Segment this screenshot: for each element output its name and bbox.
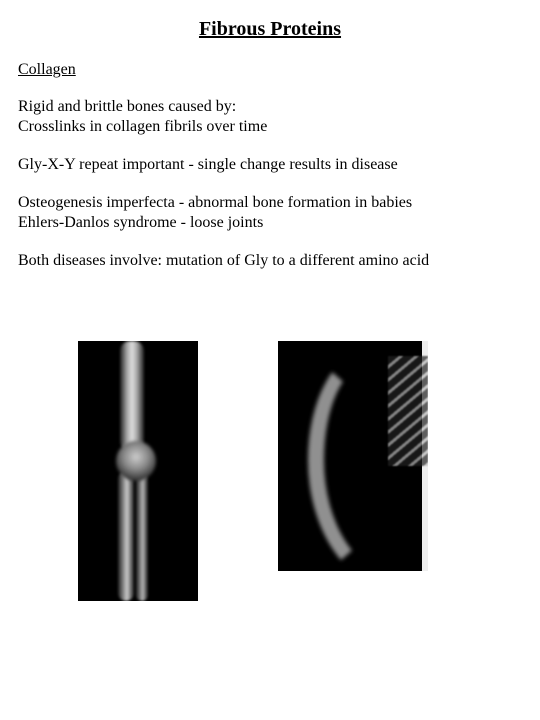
section-subtitle: Collagen <box>18 61 522 79</box>
text-line: Ehlers-Danlos syndrome - loose joints <box>18 214 263 231</box>
paragraph-causes: Rigid and brittle bones caused by: Cross… <box>18 97 522 137</box>
page-title: Fibrous Proteins <box>18 18 522 41</box>
xray-images-row <box>18 341 522 601</box>
paragraph-diseases: Osteogenesis imperfecta - abnormal bone … <box>18 193 522 233</box>
image-edge <box>422 341 428 571</box>
bone-shape <box>136 473 148 601</box>
text-line: Crosslinks in collagen fibrils over time <box>18 118 267 135</box>
paragraph-repeat: Gly-X-Y repeat important - single change… <box>18 155 522 175</box>
bone-shape <box>118 471 134 601</box>
spine-xray-image <box>278 341 428 571</box>
paragraph-mutation: Both diseases involve: mutation of Gly t… <box>18 251 522 271</box>
text-line: Osteogenesis imperfecta - abnormal bone … <box>18 194 412 211</box>
arm-xray-image <box>78 341 198 601</box>
text-line: Rigid and brittle bones caused by: <box>18 98 236 115</box>
